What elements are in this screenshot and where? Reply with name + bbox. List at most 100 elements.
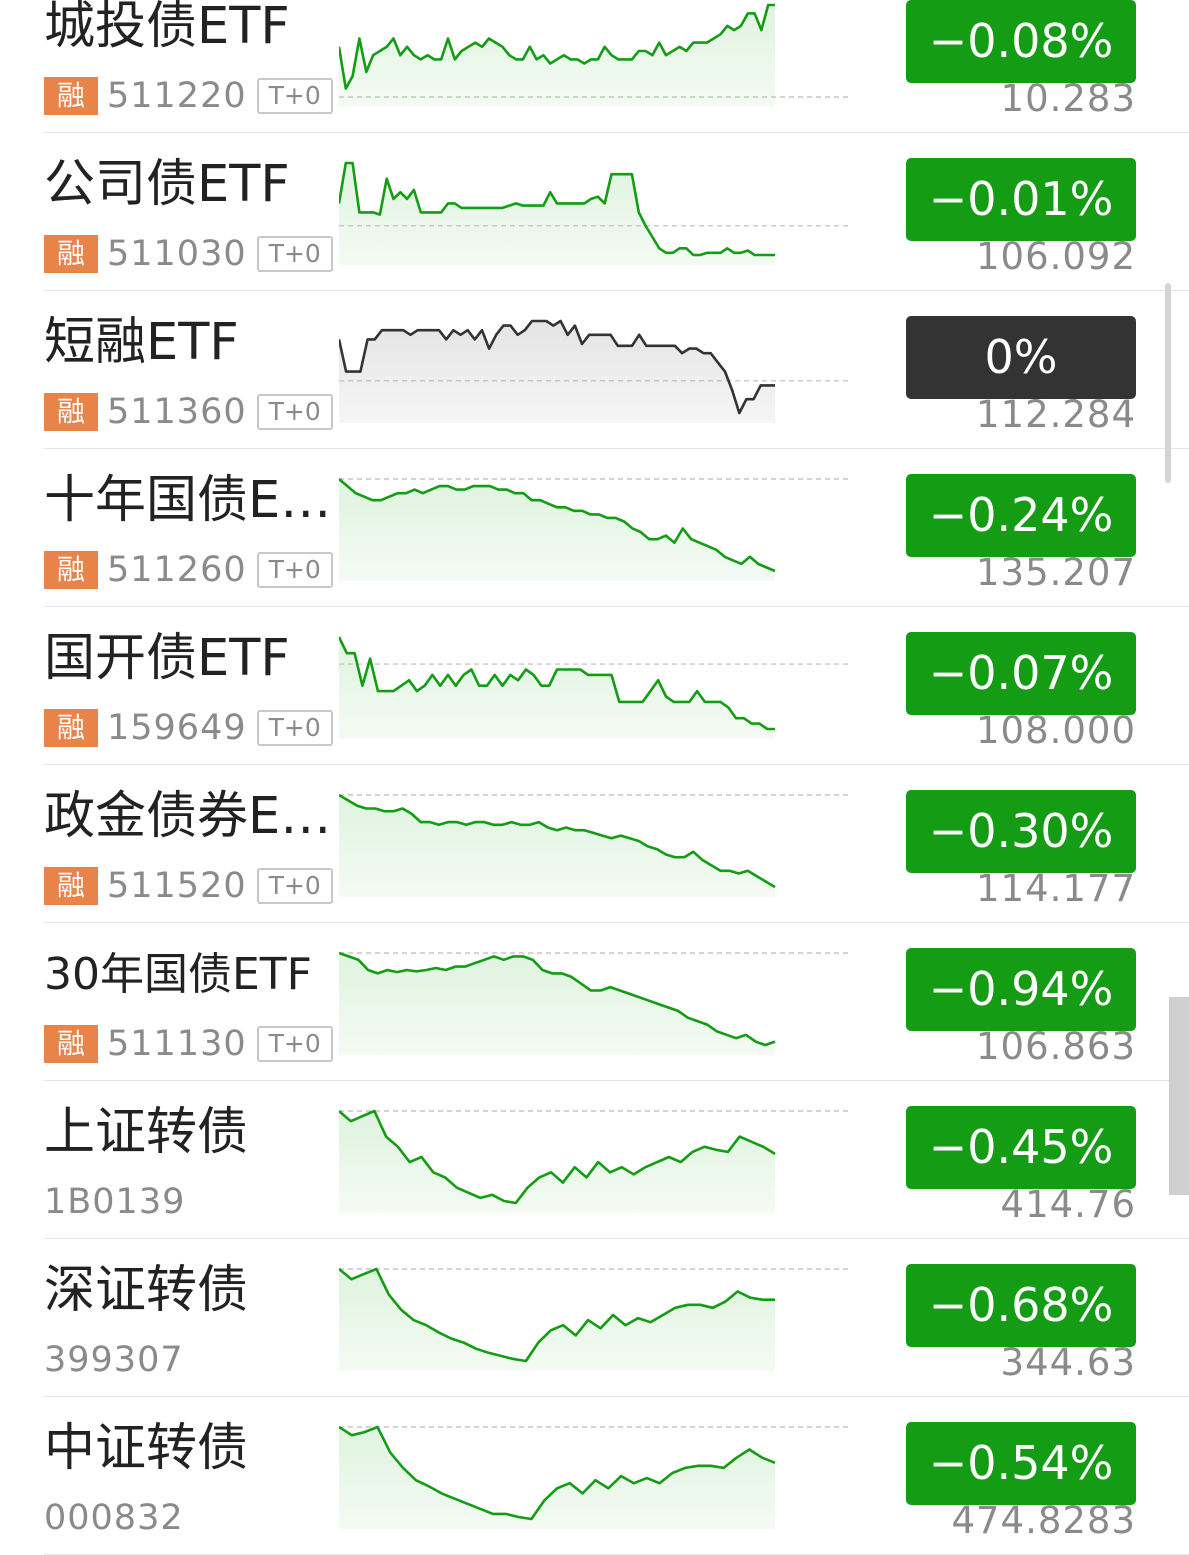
fund-code: 159649 <box>107 708 247 748</box>
row-divider <box>44 448 1189 449</box>
code-line: 000832 <box>44 1497 194 1539</box>
scrollbar-thumb[interactable] <box>1169 997 1189 1195</box>
price-value: 414.76 <box>1000 1183 1136 1226</box>
sparkline-line <box>339 793 776 889</box>
price-value: 112.284 <box>975 393 1136 436</box>
sparkline-area <box>339 1111 775 1213</box>
price-value: 10.283 <box>1000 77 1136 120</box>
list-item[interactable]: 十年国债ETF 融 511260 T+0 −0.24% 135.207 <box>0 449 1189 607</box>
list-item[interactable]: 深证转债 399307 −0.68% 344.63 <box>0 1239 1189 1397</box>
row-divider <box>44 132 1189 133</box>
list-item[interactable]: 中证转债 000832 −0.54% 474.8283 <box>0 1397 1189 1555</box>
change-badge[interactable]: −0.68% <box>906 1264 1136 1347</box>
margin-badge: 融 <box>44 709 98 747</box>
sparkline-area <box>339 321 775 423</box>
code-line: 399307 <box>44 1339 194 1381</box>
t0-badge: T+0 <box>256 1026 333 1062</box>
code-line: 融 511520 T+0 <box>44 865 333 907</box>
fund-code: 1B0139 <box>44 1182 186 1222</box>
fund-code: 511130 <box>107 1024 247 1064</box>
change-badge[interactable]: −0.54% <box>906 1422 1136 1505</box>
list-item[interactable]: 国开债ETF 融 159649 T+0 −0.07% 108.000 <box>0 607 1189 765</box>
fund-code: 511220 <box>107 76 247 116</box>
list-item[interactable]: 上证转债 1B0139 −0.45% 414.76 <box>0 1081 1189 1239</box>
t0-badge: T+0 <box>256 394 333 430</box>
sparkline-chart <box>339 1425 851 1529</box>
sparkline-line <box>339 636 775 731</box>
list-item[interactable]: 短融ETF 融 511360 T+0 0% 112.284 <box>0 291 1189 449</box>
margin-badge: 融 <box>44 551 98 589</box>
sparkline-area <box>339 479 775 581</box>
fund-code: 511260 <box>107 550 247 590</box>
price-value: 135.207 <box>975 551 1136 594</box>
sparkline-chart <box>339 319 851 423</box>
fund-name: 政金债券ETF <box>44 787 336 846</box>
fund-name: 短融ETF <box>44 313 239 372</box>
fund-code: 511030 <box>107 234 247 274</box>
sparkline-chart <box>339 161 851 265</box>
price-value: 108.000 <box>975 709 1136 752</box>
sparkline-chart <box>339 1267 851 1371</box>
change-badge[interactable]: −0.08% <box>906 0 1136 83</box>
code-line: 融 511030 T+0 <box>44 233 333 275</box>
sparkline-line <box>339 1109 776 1205</box>
list-item[interactable]: 政金债券ETF 融 511520 T+0 −0.30% 114.177 <box>0 765 1189 923</box>
fund-name: 中证转债 <box>44 1419 249 1478</box>
change-badge[interactable]: −0.30% <box>906 790 1136 873</box>
change-badge[interactable]: −0.24% <box>906 474 1136 557</box>
price-value: 106.863 <box>975 1025 1136 1068</box>
sparkline-area <box>339 1269 775 1371</box>
sparkline-line <box>339 3 775 90</box>
change-badge[interactable]: −0.45% <box>906 1106 1136 1189</box>
sparkline-line <box>339 161 775 257</box>
code-line: 融 511220 T+0 <box>44 75 333 117</box>
change-badge[interactable]: −0.94% <box>906 948 1136 1031</box>
fund-name: 公司债ETF <box>44 155 290 214</box>
row-divider <box>44 764 1189 765</box>
fund-name: 上证转债 <box>44 1103 249 1162</box>
fund-name: 30年国债ETF <box>44 949 312 1000</box>
sparkline-chart <box>339 478 851 581</box>
code-line: 融 511130 T+0 <box>44 1023 333 1065</box>
list-item[interactable]: 30年国债ETF 融 511130 T+0 −0.94% 106.863 <box>0 923 1189 1081</box>
list-item[interactable]: 公司债ETF 融 511030 T+0 −0.01% 106.092 <box>0 133 1189 291</box>
row-divider <box>44 1080 1189 1081</box>
fund-name: 国开债ETF <box>44 629 290 688</box>
scroll-indicator[interactable] <box>1165 283 1171 483</box>
t0-badge: T+0 <box>256 236 333 272</box>
code-line: 融 511260 T+0 <box>44 549 333 591</box>
fund-code: 000832 <box>44 1498 184 1538</box>
price-value: 474.8283 <box>951 1499 1136 1542</box>
sparkline-area <box>339 1427 775 1529</box>
code-line: 融 511360 T+0 <box>44 391 333 433</box>
fund-name: 城投债ETF <box>44 0 290 56</box>
row-divider <box>44 1396 1189 1397</box>
margin-badge: 融 <box>44 867 98 905</box>
margin-badge: 融 <box>44 77 98 115</box>
margin-badge: 融 <box>44 235 98 273</box>
sparkline-area <box>339 795 775 897</box>
t0-badge: T+0 <box>256 710 333 746</box>
change-badge[interactable]: −0.07% <box>906 632 1136 715</box>
code-line: 1B0139 <box>44 1181 195 1223</box>
change-badge[interactable]: 0% <box>906 316 1136 399</box>
sparkline-area <box>339 5 775 107</box>
sparkline-line <box>339 478 776 573</box>
list-item[interactable]: 城投债ETF 融 511220 T+0 −0.08% 10.283 <box>0 0 1189 133</box>
change-badge[interactable]: −0.01% <box>906 158 1136 241</box>
fund-name: 深证转债 <box>44 1261 249 1320</box>
sparkline-line <box>339 951 776 1047</box>
sparkline-area <box>339 163 775 265</box>
row-divider <box>44 290 1189 291</box>
row-divider <box>44 922 1189 923</box>
t0-badge: T+0 <box>256 868 333 904</box>
sparkline-area <box>339 637 775 739</box>
t0-badge: T+0 <box>256 78 333 114</box>
sparkline-line <box>339 1425 776 1521</box>
fund-code: 511360 <box>107 392 247 432</box>
sparkline-chart <box>339 1109 851 1213</box>
sparkline-line <box>339 319 775 415</box>
fund-code: 511520 <box>107 866 247 906</box>
sparkline-chart <box>339 793 851 897</box>
fund-code: 399307 <box>44 1340 184 1380</box>
